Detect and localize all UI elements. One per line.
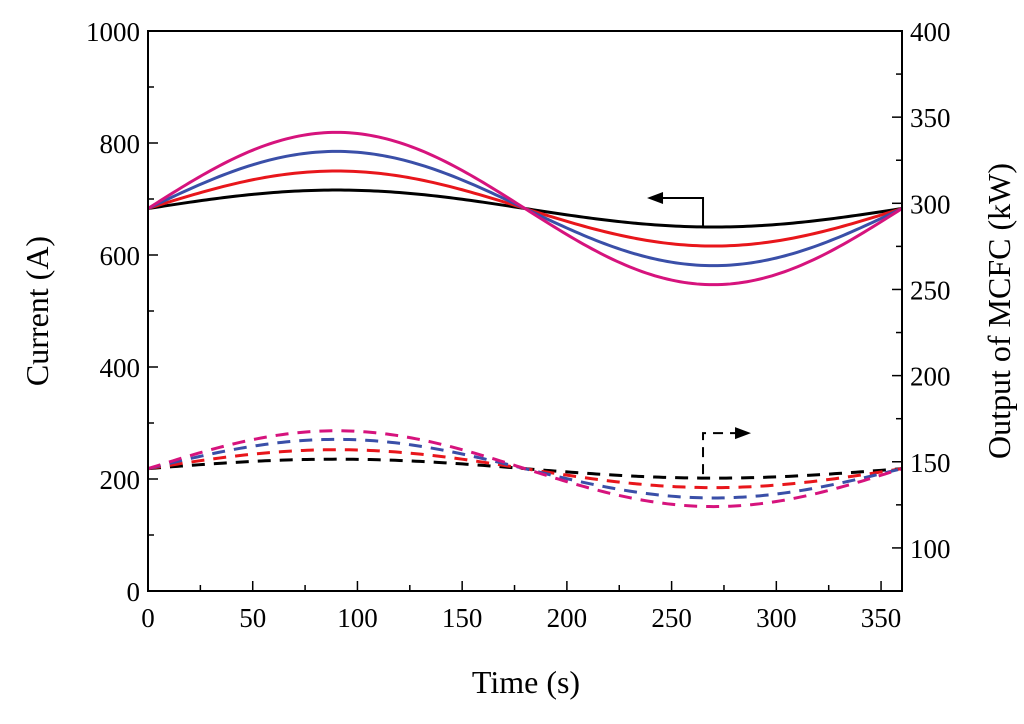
x-tick-label: 200 (547, 603, 588, 633)
right-axis-arrowhead (735, 427, 752, 440)
tick-labels: 0 50 100 150 200 250 300 350 0 200 400 600 800 1000 10… (86, 17, 951, 633)
y-right-tick-label: 100 (910, 534, 951, 564)
x-tick-label: 300 (756, 603, 797, 633)
y-left-tick-label: 0 (127, 577, 141, 607)
x-axis-title: Time (s) (472, 664, 580, 700)
y-right-tick-label: 150 (910, 448, 951, 478)
left-axis-arrowhead (647, 192, 664, 204)
x-tick-label: 100 (337, 603, 378, 633)
x-tick-label: 250 (651, 603, 692, 633)
plot-frame (147, 30, 903, 592)
x-tick-label: 350 (861, 603, 902, 633)
annotations (647, 192, 752, 475)
y-right-tick-label: 350 (910, 103, 951, 133)
y-left-tick-label: 600 (100, 241, 141, 271)
y-right-tick-label: 300 (910, 189, 951, 219)
x-tick-label: 50 (239, 603, 266, 633)
series-lines (147, 130, 903, 509)
left-axis-arrow-line (661, 197, 705, 227)
y-left-tick-label: 800 (100, 129, 141, 159)
y-left-tick-label: 200 (100, 465, 141, 495)
series-current-magenta (147, 130, 903, 287)
y-left-tick-label: 400 (100, 353, 141, 383)
x-tick-label: 0 (141, 603, 155, 633)
y-left-tick-label: 1000 (86, 17, 140, 47)
series-output-magenta (147, 429, 903, 509)
y-axis-left-title: Current (A) (19, 236, 55, 386)
tick-marks (147, 30, 902, 592)
y-right-tick-label: 200 (910, 362, 951, 392)
y-right-tick-label: 400 (910, 17, 951, 47)
x-tick-label: 150 (442, 603, 483, 633)
right-axis-arrow-line (702, 432, 738, 475)
y-axis-right-title: Output of MCFC (kW) (981, 163, 1017, 459)
y-right-tick-label: 250 (910, 275, 951, 305)
